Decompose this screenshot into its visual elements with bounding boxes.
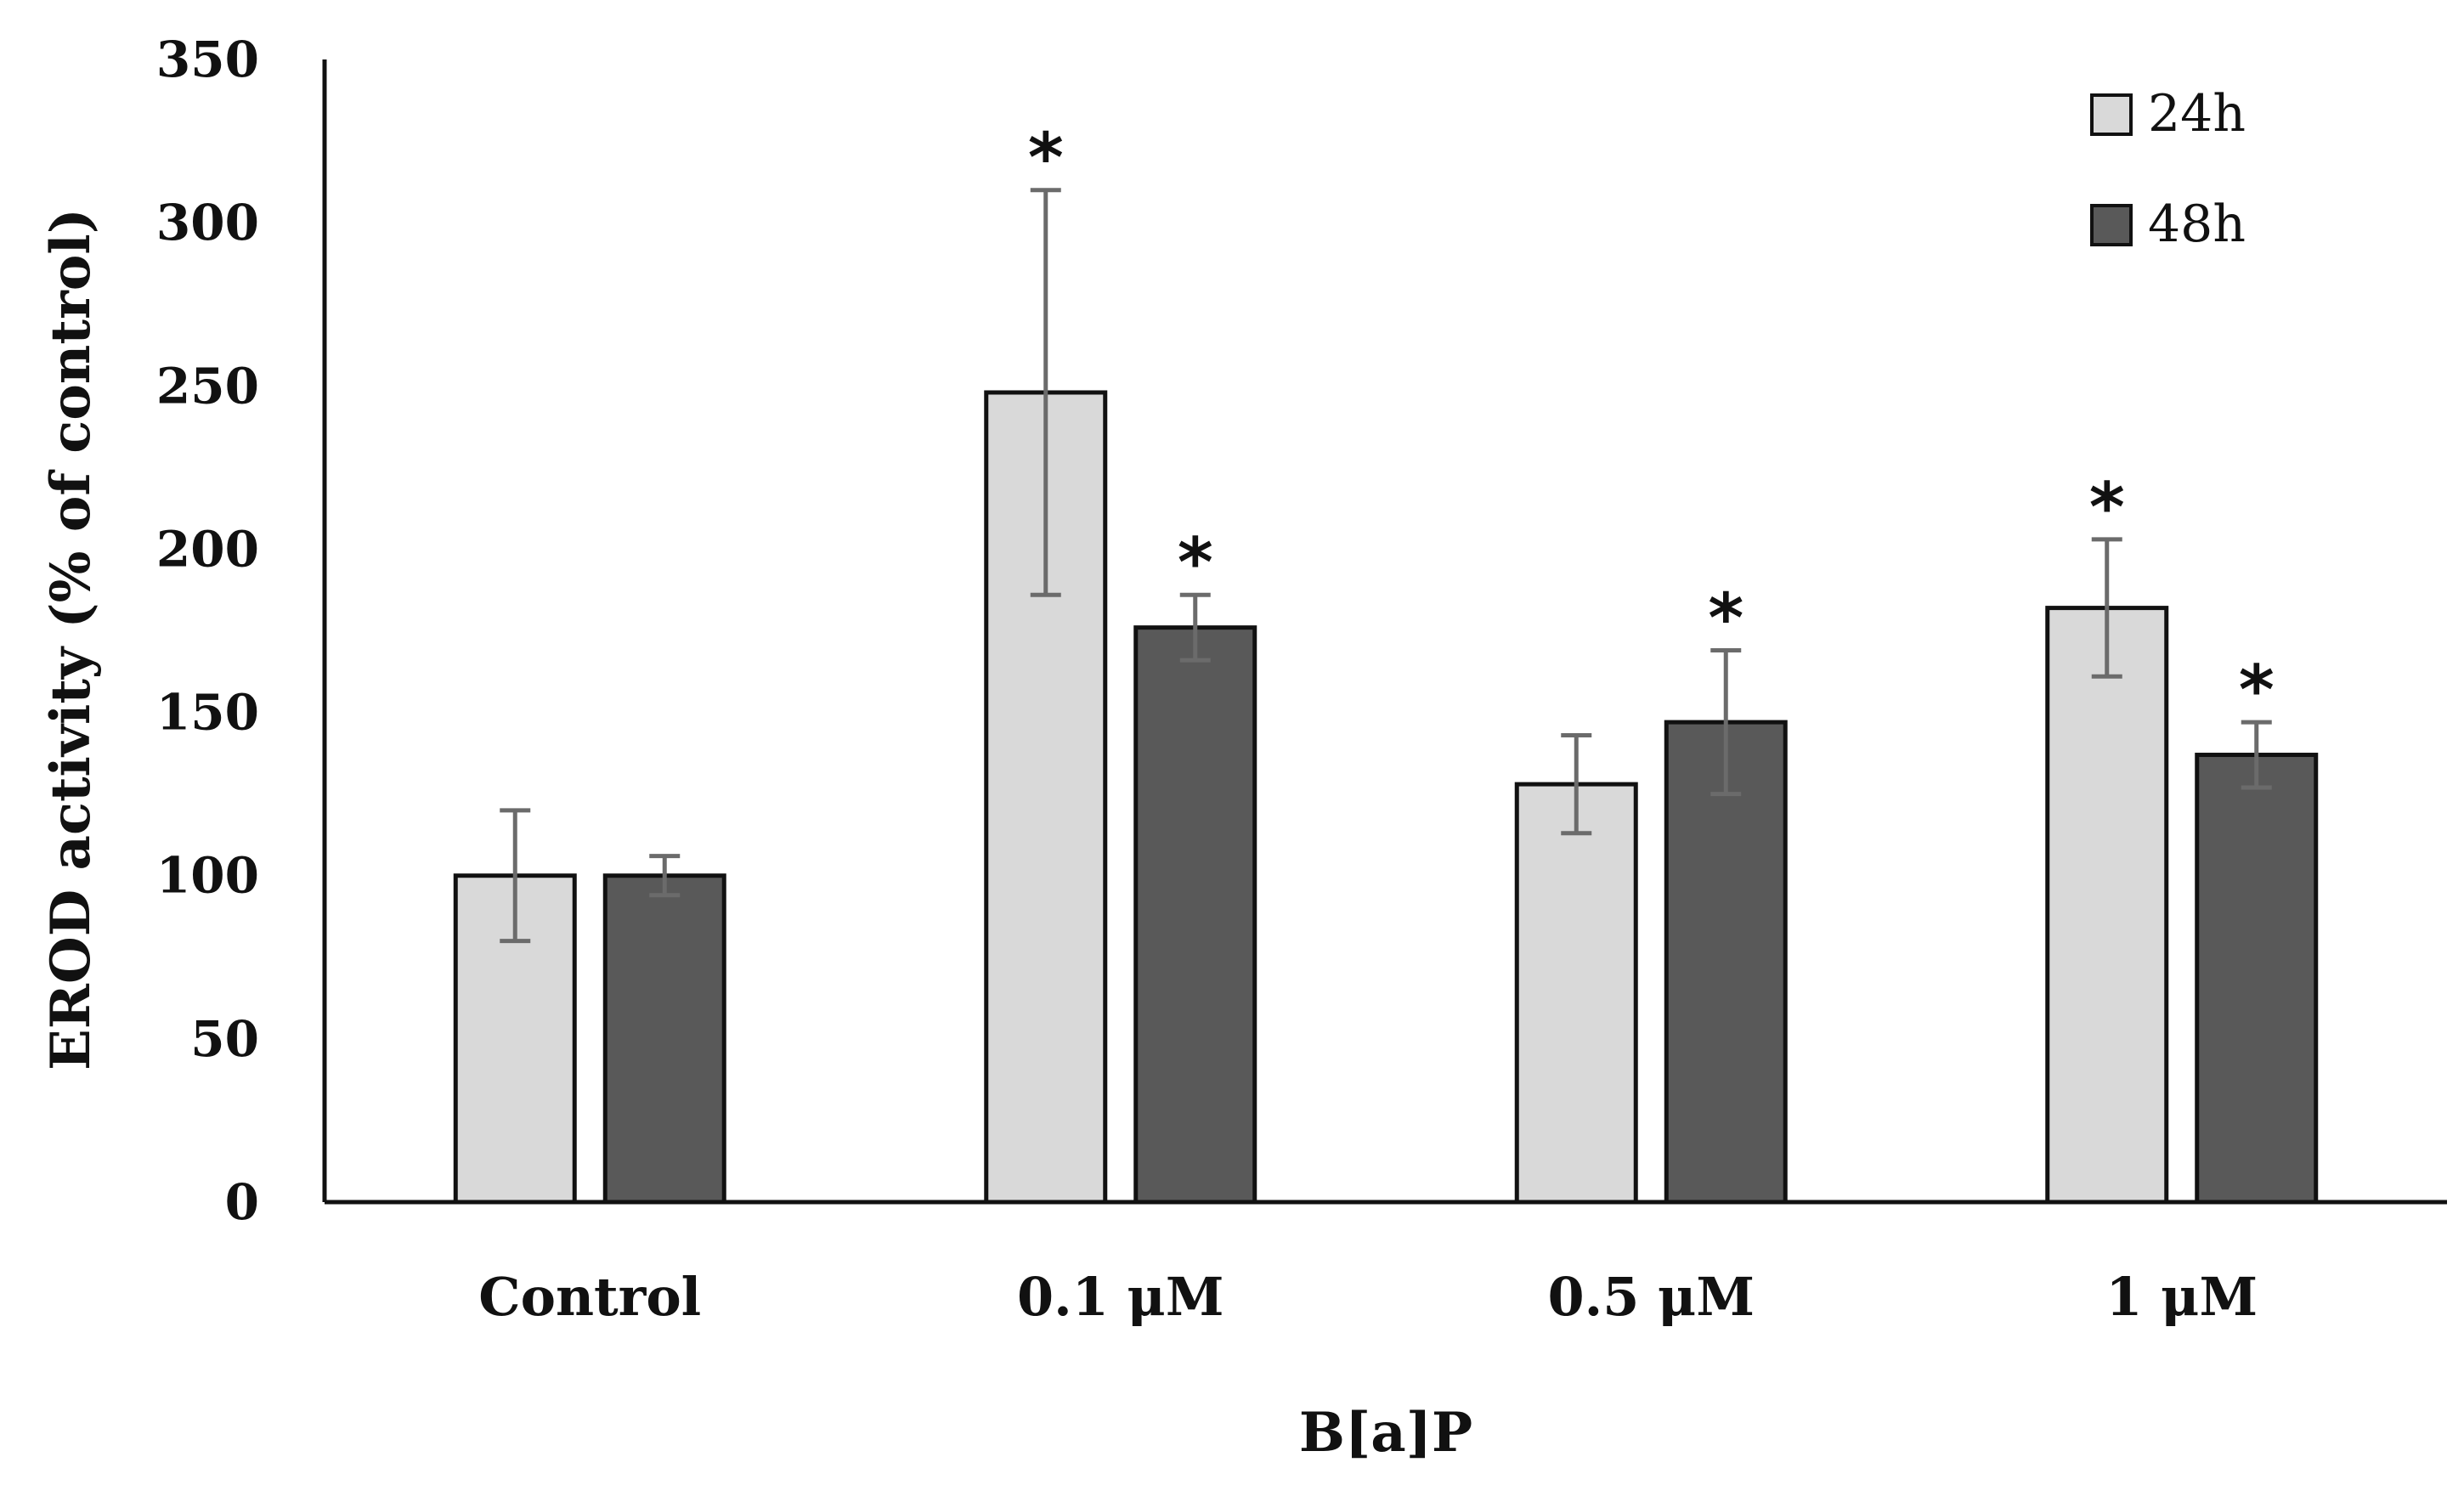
y-tick-label: 200: [156, 520, 259, 578]
y-tick-label: 0: [225, 1173, 259, 1231]
significance-star: *: [2089, 468, 2125, 547]
legend-label-48h: 48h: [2148, 195, 2246, 254]
x-category-label: 1 μM: [2105, 1266, 2258, 1328]
x-axis-title: B[a]P: [1299, 1401, 1472, 1465]
legend-swatch-48h: [2090, 204, 2133, 246]
significance-star: *: [1708, 579, 1743, 658]
bar-48h-1: [1133, 625, 1257, 1205]
x-category-label: 0.5 μM: [1548, 1266, 1755, 1328]
y-tick-label: 150: [156, 684, 259, 742]
y-tick-label: 50: [190, 1010, 259, 1068]
significance-markers: * * * * *: [1028, 119, 2275, 730]
significance-star: *: [1178, 523, 1213, 602]
legend-swatch-24h: [2090, 93, 2133, 136]
legend: 24h 48h: [2090, 84, 2246, 254]
bar-48h-3: [2195, 753, 2319, 1205]
significance-star: *: [2239, 651, 2275, 730]
x-category-label: Control: [478, 1266, 701, 1328]
y-tick-label: 250: [156, 357, 259, 415]
error-bars: [500, 188, 2272, 944]
y-axis-title: EROD activity (% of control): [39, 208, 103, 1070]
bar-24h-2: [1514, 782, 1638, 1205]
y-tick-label: 350: [156, 31, 259, 88]
bar-48h-0: [602, 873, 726, 1205]
y-tick-label: 100: [156, 847, 259, 905]
x-category-label: 0.1 μM: [1017, 1266, 1224, 1328]
x-axis-categories: Control 0.1 μM 0.5 μM 1 μM: [478, 1266, 2258, 1328]
bars: [453, 390, 2319, 1205]
y-tick-label: 300: [156, 194, 259, 251]
y-axis-ticks: 0 50 100 150 200 250 300 350: [156, 31, 259, 1231]
significance-star: *: [1028, 119, 1064, 198]
legend-label-24h: 24h: [2148, 84, 2246, 144]
bar-24h-3: [2045, 606, 2169, 1205]
